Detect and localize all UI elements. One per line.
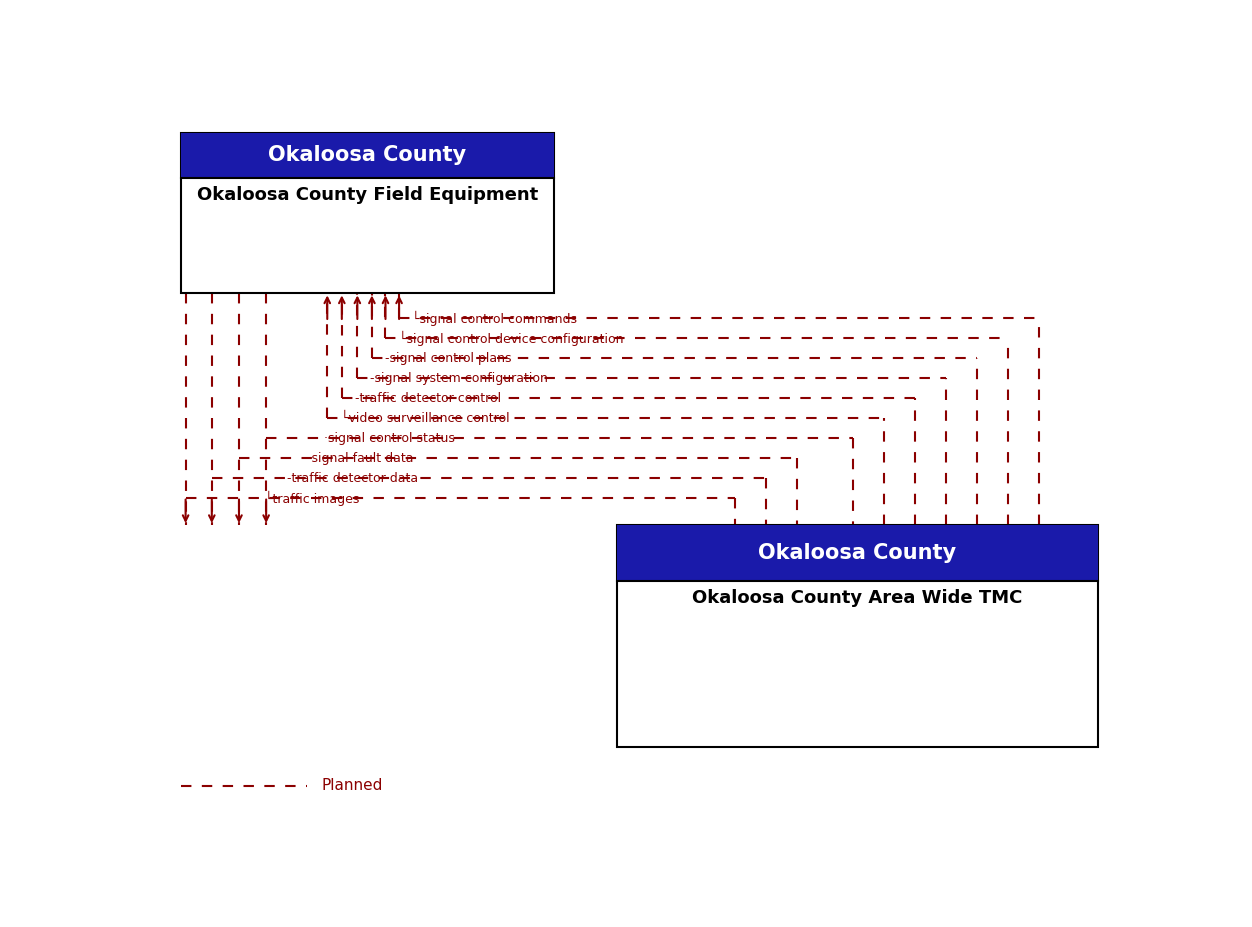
Text: Okaloosa County Area Wide TMC: Okaloosa County Area Wide TMC [692,590,1023,607]
Text: Okaloosa County: Okaloosa County [759,543,957,563]
Text: -signal fault data: -signal fault data [307,451,413,464]
Text: -traffic detector data: -traffic detector data [288,472,418,485]
Text: ·signal control status: ·signal control status [324,432,456,445]
Text: └traffic images: └traffic images [265,490,359,506]
Text: -signal system configuration: -signal system configuration [371,372,548,385]
Text: └signal control commands: └signal control commands [412,311,577,325]
Text: -signal control plans: -signal control plans [384,351,511,364]
Bar [180,133,555,293]
Text: Okaloosa County Field Equipment: Okaloosa County Field Equipment [197,186,538,204]
Bar [617,526,1098,746]
Text: └video surveillance control: └video surveillance control [341,412,510,425]
Text: -traffic detector control: -traffic detector control [356,392,502,405]
Bar [180,133,555,178]
Bar [617,526,1098,580]
Text: └signal control device configuration: └signal control device configuration [399,331,623,346]
Text: Planned: Planned [322,779,383,794]
Text: Okaloosa County: Okaloosa County [268,146,467,165]
